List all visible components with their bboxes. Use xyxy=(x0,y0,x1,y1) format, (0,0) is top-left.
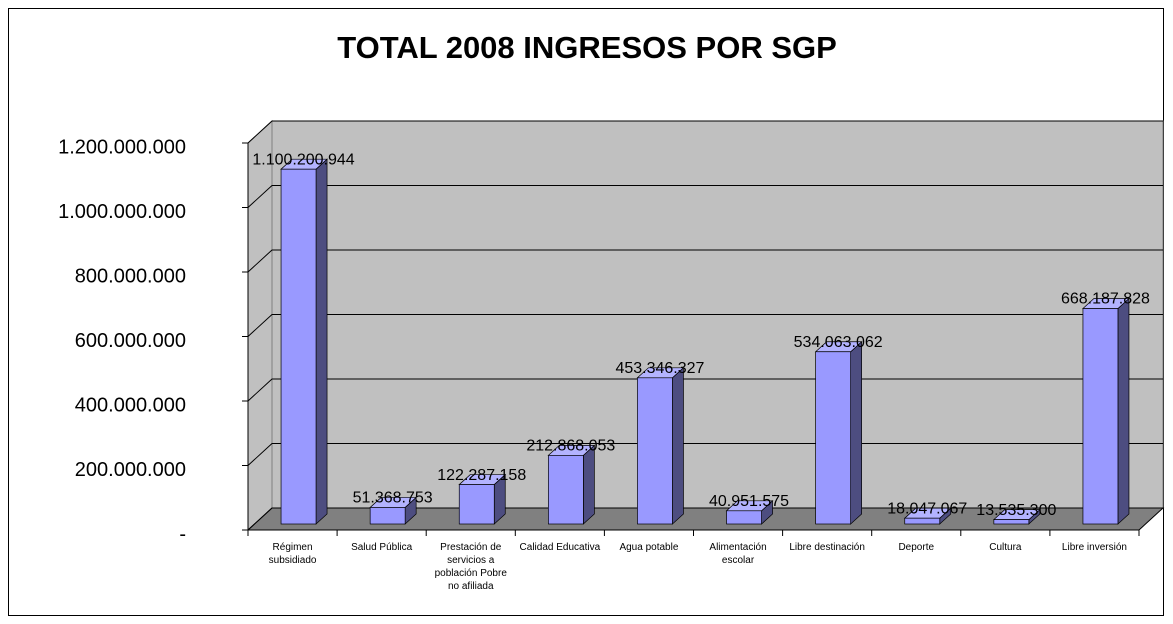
value-label: 668.187.828 xyxy=(1061,291,1150,308)
y-tick-label: 1.000.000.000 xyxy=(58,201,186,223)
grid-line xyxy=(247,443,1163,466)
x-tick-label: Deporte xyxy=(898,542,935,553)
y-tick-label: 200.000.000 xyxy=(75,459,186,481)
y-tick-label: - xyxy=(179,523,186,545)
x-tick-label: Calidad Educativa xyxy=(519,542,601,553)
x-tick-label: Libre inversión xyxy=(1061,542,1127,553)
bar-side xyxy=(850,340,863,525)
value-label: 13.535.300 xyxy=(976,502,1056,519)
bar xyxy=(1082,308,1119,525)
value-label: 453.346.327 xyxy=(615,360,704,377)
bar xyxy=(815,351,852,525)
grid-line xyxy=(247,185,1163,208)
bar-side xyxy=(582,444,595,525)
bar xyxy=(637,377,673,525)
bar-side xyxy=(672,367,684,525)
x-tick-label: Alimentación escolar xyxy=(709,542,767,566)
y-tick-label: 800.000.000 xyxy=(75,265,186,287)
y-tick-label: 600.000.000 xyxy=(75,330,186,352)
value-label: 534.063.062 xyxy=(794,334,883,351)
x-tick-label: Salud Pública xyxy=(351,542,413,553)
grid-line xyxy=(247,120,1163,144)
bar xyxy=(547,455,584,525)
x-tick-label: Libre destinación xyxy=(789,542,865,553)
bar xyxy=(726,510,762,525)
value-label: 51.368.753 xyxy=(353,490,433,507)
bar xyxy=(458,484,495,525)
value-label: 18.047.067 xyxy=(887,500,967,517)
x-tick-label: Agua potable xyxy=(619,542,679,553)
bar-side xyxy=(315,158,328,525)
grid-line xyxy=(247,378,1163,402)
grid-line xyxy=(247,507,1163,531)
x-tick-label: Régimen subsidiado xyxy=(268,542,317,566)
grid-line xyxy=(247,249,1163,273)
bar xyxy=(993,519,1030,525)
bar xyxy=(369,507,406,525)
y-tick-label: 1.200.000.000 xyxy=(58,136,186,158)
value-label: 122.287.158 xyxy=(437,467,526,484)
value-label: 1.100.200.944 xyxy=(252,151,354,168)
x-tick-label: Prestación de servicios a población Pobr… xyxy=(434,542,507,592)
bar xyxy=(280,168,317,525)
bar xyxy=(904,517,941,525)
bar-side xyxy=(1117,297,1130,525)
y-tick-label: 400.000.000 xyxy=(75,394,186,416)
grid-line xyxy=(247,314,1163,337)
x-tick-label: Cultura xyxy=(989,542,1022,553)
value-label: 212.868.053 xyxy=(526,438,615,455)
chart-title: TOTAL 2008 INGRESOS POR SGP xyxy=(337,30,837,65)
value-label: 40.951.575 xyxy=(709,493,789,510)
